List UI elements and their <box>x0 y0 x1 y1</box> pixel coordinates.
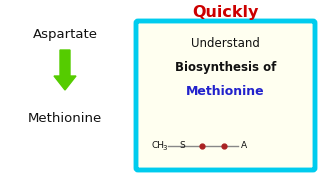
Text: 3: 3 <box>162 145 166 151</box>
FancyArrow shape <box>54 50 76 90</box>
Text: S: S <box>179 141 185 150</box>
Text: Understand: Understand <box>191 37 260 50</box>
Text: Biosynthesis of: Biosynthesis of <box>175 61 276 74</box>
Text: Aspartate: Aspartate <box>33 28 98 41</box>
Text: A: A <box>241 141 247 150</box>
Text: Quickly: Quickly <box>192 5 258 20</box>
Text: Methionine: Methionine <box>28 112 102 125</box>
Text: Methionine: Methionine <box>186 85 265 98</box>
Text: CH: CH <box>152 141 165 150</box>
FancyBboxPatch shape <box>136 21 315 170</box>
